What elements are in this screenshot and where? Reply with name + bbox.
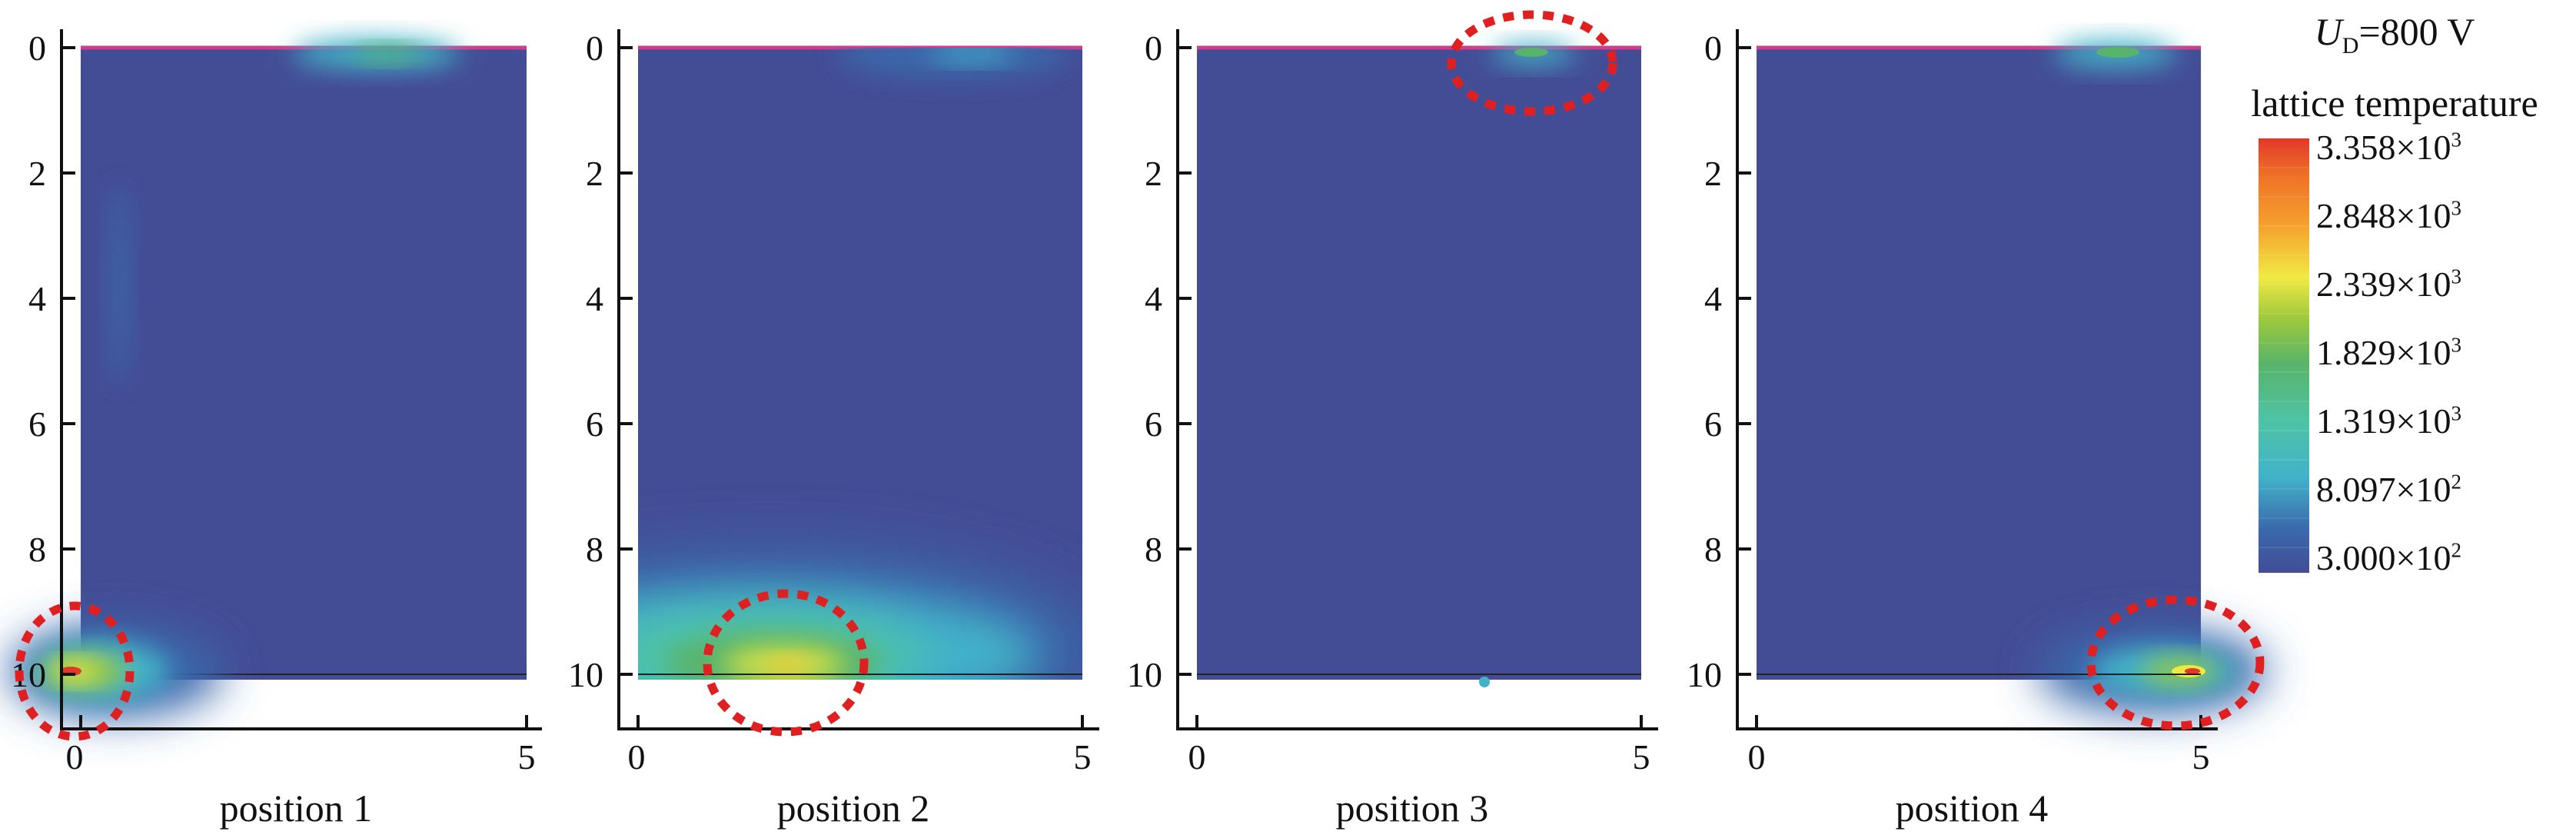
panel-4-y-ticks — [1737, 46, 1751, 676]
panel-4-plot-area — [1757, 48, 2201, 680]
panel-4-ytick-2: 2 — [1704, 154, 1722, 193]
panel-4-heat-core — [2185, 668, 2200, 674]
panel-3-ytick-4: 4 — [1145, 279, 1162, 318]
panel-3-title: position 3 — [1336, 787, 1489, 830]
legend-title: UD=800 V lattice temperature — [2214, 3, 2575, 131]
panel-3-highlight-circle — [1447, 10, 1617, 116]
panel-3-ytick-2: 2 — [1145, 154, 1162, 193]
colorbar-label-7-value: 3.000×10 — [2316, 538, 2451, 577]
panel-2-highlight-circle — [703, 589, 869, 737]
panel-2: 0 2 4 6 8 10 0 5 position 2 — [568, 28, 1099, 830]
colorbar-label-2-value: 2.848×10 — [2316, 196, 2451, 235]
panel-4-ytick-8: 8 — [1704, 530, 1722, 569]
colorbar-label-1-exp: 3 — [2451, 128, 2461, 151]
panel-4-highlight-circle — [2086, 595, 2265, 730]
panel-1-xtick-5: 5 — [518, 737, 536, 777]
panel-3-ytick-8: 8 — [1145, 530, 1162, 569]
colorbar-label-4: 1.829×103 — [2316, 332, 2461, 373]
panel-2-heat-core — [765, 658, 811, 674]
panel-1-surface-spot-core — [354, 47, 423, 61]
panel-1-ytick-0: 0 — [28, 28, 46, 68]
panel-2-ytick-8: 8 — [586, 530, 603, 569]
panel-1-xtick-0: 0 — [66, 737, 84, 777]
panel-3-ytick-0: 0 — [1145, 28, 1162, 68]
panel-4-x-ticks — [1755, 715, 2202, 729]
panel-3: 0 2 4 6 8 10 0 5 position 3 — [1127, 10, 1658, 830]
panel-3-ytick-10: 10 — [1127, 655, 1162, 694]
colorbar-label-4-exp: 3 — [2451, 333, 2461, 357]
colorbar — [2259, 138, 2309, 573]
colorbar-label-2-exp: 3 — [2451, 196, 2461, 220]
panel-4-surface-spot-core — [2096, 47, 2139, 58]
panel-3-xtick-0: 0 — [1188, 737, 1206, 777]
legend-value: =800 V — [2358, 10, 2475, 53]
colorbar-label-5-exp: 3 — [2451, 401, 2461, 425]
colorbar-label-6-value: 8.097×10 — [2316, 470, 2451, 509]
colorbar-label-6-exp: 2 — [2451, 470, 2461, 494]
panel-3-bottom-dot — [1479, 677, 1490, 687]
legend-subscript: D — [2342, 33, 2359, 58]
panel-3-y-ticks — [1178, 46, 1192, 676]
legend-symbol: U — [2314, 10, 2342, 53]
panel-1: 0 2 4 6 8 10 0 5 position 1 — [8, 28, 542, 830]
colorbar-label-7-exp: 2 — [2451, 538, 2461, 562]
legend-voltage: UD=800 V — [2214, 3, 2575, 75]
panel-1-ytick-8: 8 — [28, 530, 46, 569]
panel-2-ytick-6: 6 — [586, 404, 603, 444]
panel-2-y-ticks — [619, 46, 633, 676]
panel-2-title: position 2 — [777, 787, 930, 830]
colorbar-label-2: 2.848×103 — [2316, 195, 2461, 236]
colorbar-label-6: 8.097×102 — [2316, 469, 2461, 510]
panel-1-title: position 1 — [220, 787, 373, 830]
panel-2-ytick-2: 2 — [586, 154, 603, 193]
panel-4-ytick-6: 6 — [1704, 404, 1722, 444]
panel-4-ytick-0: 0 — [1704, 28, 1722, 68]
colorbar-bands — [2259, 167, 2309, 548]
colorbar-label-4-value: 1.829×10 — [2316, 333, 2451, 372]
panel-1-ytick-6: 6 — [28, 404, 46, 444]
colorbar-label-7: 3.000×102 — [2316, 537, 2461, 578]
panel-1-y-ticks — [61, 46, 75, 676]
panel-1-ytick-4: 4 — [28, 279, 46, 318]
panel-1-highlight-circle — [15, 601, 135, 741]
panel-2-xtick-5: 5 — [1074, 737, 1092, 777]
panel-3-xtick-5: 5 — [1633, 737, 1650, 777]
panel-2-ytick-4: 4 — [586, 279, 603, 318]
panel-4-ytick-4: 4 — [1704, 279, 1722, 318]
panel-2-ytick-0: 0 — [586, 28, 603, 68]
panel-2-surface-spot-core — [930, 48, 1015, 62]
panel-4-ytick-10: 10 — [1687, 655, 1722, 694]
panel-1-plot-area — [81, 48, 527, 680]
colorbar-label-1-value: 3.358×10 — [2316, 128, 2451, 167]
panel-2-x-ticks — [637, 715, 1084, 729]
panel-2-ytick-10: 10 — [568, 655, 603, 694]
colorbar-gradient — [2259, 138, 2309, 573]
panel-4-title: position 4 — [1896, 787, 2049, 830]
colorbar-label-3-value: 2.339×10 — [2316, 264, 2451, 304]
colorbar-label-5-value: 1.319×10 — [2316, 401, 2451, 441]
panel-4: 0 2 4 6 8 10 0 5 position 4 — [1687, 28, 2268, 830]
panel-3-plot-area — [1197, 48, 1641, 680]
colorbar-label-3: 2.339×103 — [2316, 264, 2461, 304]
colorbar-label-1: 3.358×103 — [2316, 127, 2461, 168]
panel-1-x-ticks — [79, 715, 528, 729]
panel-1-ytick-2: 2 — [28, 154, 46, 193]
legend-quantity: lattice temperature — [2251, 82, 2538, 125]
panel-3-surface-spot-core — [1514, 48, 1548, 57]
panel-2-xtick-0: 0 — [628, 737, 646, 777]
panel-3-ytick-6: 6 — [1145, 404, 1162, 444]
panel-4-xtick-0: 0 — [1748, 737, 1766, 777]
panel-1-faint-streak — [110, 185, 128, 384]
colorbar-label-3-exp: 3 — [2451, 264, 2461, 288]
panel-3-x-ticks — [1195, 715, 1643, 729]
panel-4-xtick-5: 5 — [2192, 737, 2210, 777]
colorbar-label-5: 1.319×103 — [2316, 401, 2461, 441]
